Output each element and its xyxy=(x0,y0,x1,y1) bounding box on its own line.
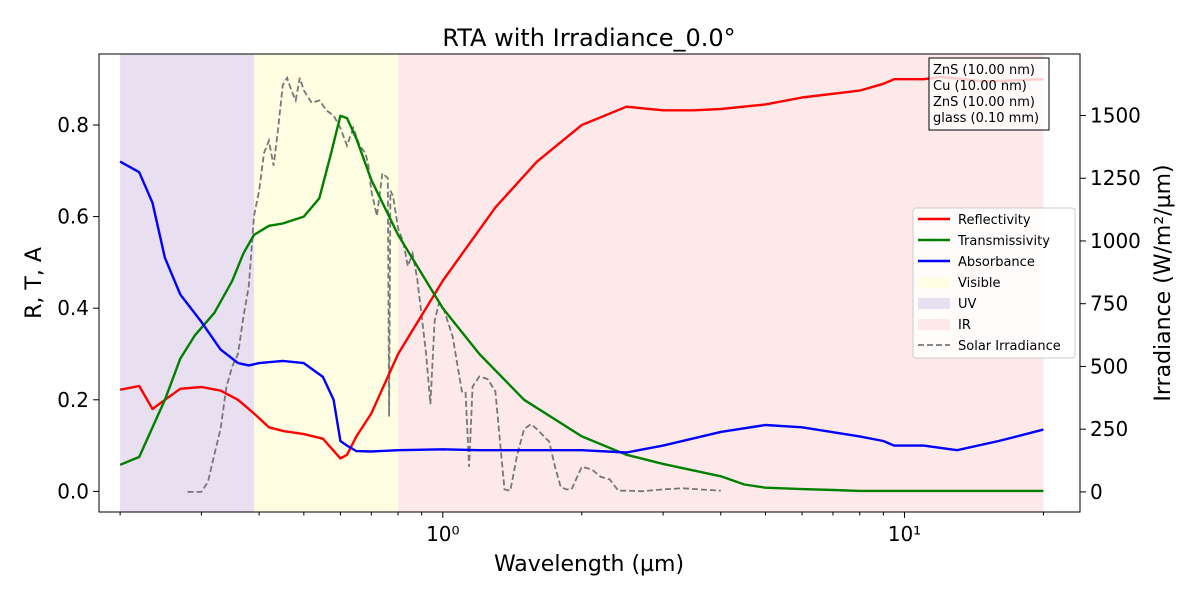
y-tick-label: 0.0 xyxy=(57,479,89,503)
legend-label-solar-irradiance: Solar Irradiance xyxy=(958,339,1061,354)
x-tick-label: 10¹ xyxy=(888,522,921,546)
annotation-line: glass (0.10 mm) xyxy=(933,111,1039,126)
axes-layer: 10⁰ 10¹ 0.0 0.2 0.4 0.6 0.8 0 250 500 750 1000 1250 1… xyxy=(57,103,1141,546)
legend: Reflectivity Transmissivity Absorbance Visi… xyxy=(912,207,1076,359)
legend-swatch-uv xyxy=(918,298,950,309)
spectral-regions xyxy=(120,54,1044,512)
series-transmissivity xyxy=(119,114,1044,493)
x-axis-label: Wavelength (µm) xyxy=(494,552,684,577)
region-uv xyxy=(120,54,255,512)
y2-tick-label: 1250 xyxy=(1090,166,1141,190)
legend-swatch-ir xyxy=(918,319,950,330)
legend-label-transmissivity: Transmissivity xyxy=(957,234,1050,249)
x-tick-label: 10⁰ xyxy=(426,522,459,546)
annotation-line: ZnS (10.00 nm) xyxy=(933,63,1035,78)
annotation-line: Cu (10.00 nm) xyxy=(933,79,1027,94)
legend-label-ir: IR xyxy=(958,318,971,333)
y2-axis-label: Irradiance (W/m²/µm) xyxy=(1151,164,1176,401)
y-axis-label: R, T, A xyxy=(22,247,47,319)
annotation-box xyxy=(928,57,1050,131)
y-tick-label: 0.2 xyxy=(57,388,89,412)
y-tick-label: 0.8 xyxy=(57,113,89,137)
layer-stack-annotation: ZnS (10.00 nm)Cu (10.00 nm)ZnS (10.00 nm… xyxy=(928,57,1050,131)
plot-frame xyxy=(98,53,1081,513)
y2-tick-label: 0 xyxy=(1090,480,1103,504)
legend-swatch-visible xyxy=(918,277,950,288)
legend-label-reflectivity: Reflectivity xyxy=(958,213,1031,228)
y2-tick-label: 1000 xyxy=(1090,229,1141,253)
y2-tick-label: 1500 xyxy=(1090,103,1141,127)
series-reflectivity xyxy=(119,75,1044,460)
y2-tick-label: 500 xyxy=(1090,354,1128,378)
chart-title: RTA with Irradiance_0.0° xyxy=(442,24,735,52)
y-tick-label: 0.6 xyxy=(57,205,89,229)
legend-label-visible: Visible xyxy=(958,276,1000,291)
legend-label-uv: UV xyxy=(958,297,977,312)
y-tick-label: 0.4 xyxy=(57,296,89,320)
series-solar-irradiance xyxy=(187,75,721,493)
series-layer xyxy=(119,75,1044,493)
legend-label-absorbance: Absorbance xyxy=(958,255,1035,270)
annotation-line: ZnS (10.00 nm) xyxy=(933,95,1035,110)
series-absorbance xyxy=(119,160,1044,454)
legend-box xyxy=(912,207,1076,359)
y2-tick-label: 250 xyxy=(1090,417,1128,441)
y2-tick-label: 750 xyxy=(1090,292,1128,316)
irradiance-layer xyxy=(187,75,721,493)
